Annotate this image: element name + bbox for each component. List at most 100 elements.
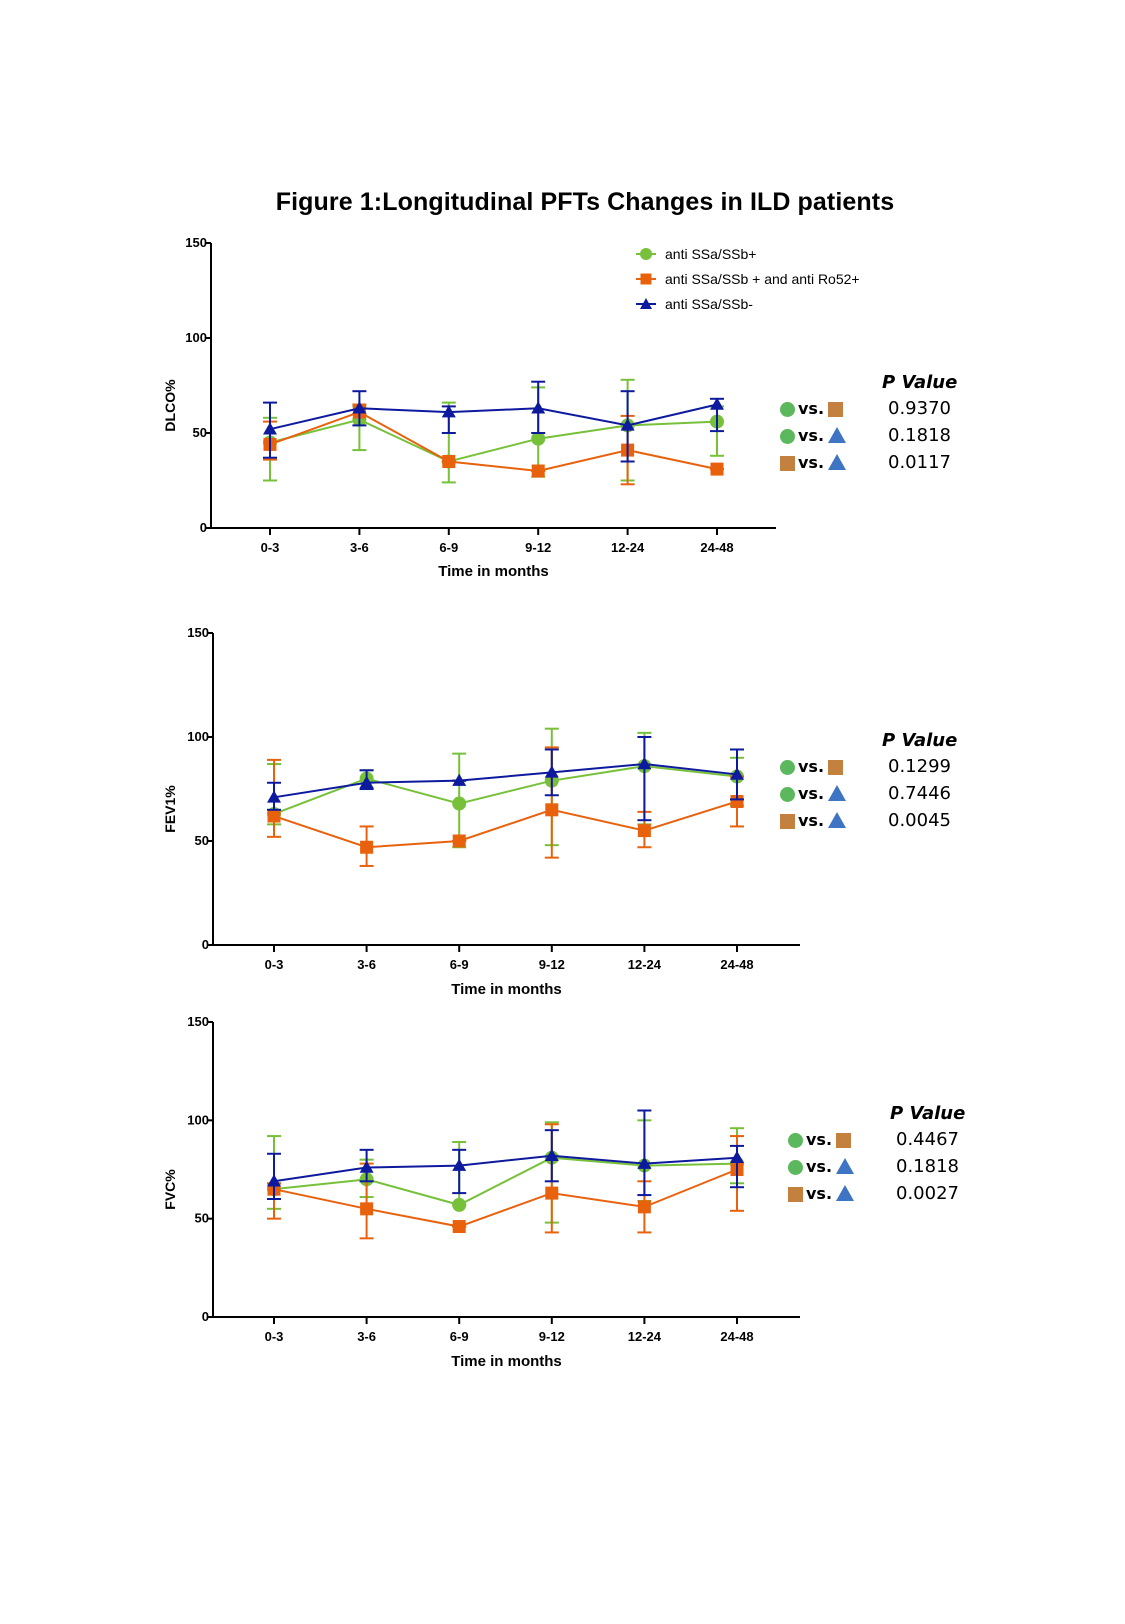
data-point xyxy=(730,767,744,780)
vs-label: vs. xyxy=(806,1130,833,1149)
x-tick-label: 24-48 xyxy=(700,540,733,555)
data-point xyxy=(359,1160,374,1173)
data-point xyxy=(267,1174,281,1187)
legend-marker-triangle xyxy=(640,298,652,309)
series-square xyxy=(267,746,744,867)
series-line xyxy=(269,403,718,431)
data-point xyxy=(710,397,724,410)
y-axis-title: FEV1% xyxy=(162,785,178,833)
y-tick-label: 50 xyxy=(193,425,207,440)
data-point xyxy=(544,765,559,778)
x-tick-label: 9-12 xyxy=(539,1329,565,1344)
series-line xyxy=(273,1168,738,1228)
x-tick-label: 3-6 xyxy=(357,957,376,972)
vs-label: vs. xyxy=(806,1184,833,1203)
y-tick-label: 0 xyxy=(202,1309,209,1324)
data-point xyxy=(441,405,456,418)
vs-label: vs. xyxy=(806,1157,833,1176)
data-point xyxy=(730,794,744,808)
data-point xyxy=(637,757,652,770)
pvalue-value: 0.7446 xyxy=(888,783,951,804)
vs-label: vs. xyxy=(798,453,825,472)
x-tick-label: 24-48 xyxy=(720,1329,753,1344)
legend-marker-square xyxy=(640,273,652,285)
legend-label: anti SSa/SSb- xyxy=(665,296,753,312)
square-symbol xyxy=(788,1187,803,1202)
triangle-symbol xyxy=(836,1185,854,1201)
data-point xyxy=(531,401,546,414)
series-square xyxy=(263,403,724,486)
y-axis-title: FVC% xyxy=(162,1169,178,1210)
y-tick-label: 150 xyxy=(187,625,209,640)
circle-symbol xyxy=(780,760,795,775)
series-line xyxy=(273,763,738,799)
triangle-symbol xyxy=(828,454,846,470)
data-point xyxy=(637,1156,652,1169)
data-point xyxy=(620,418,635,431)
square-symbol xyxy=(780,456,795,471)
x-axis-title: Time in months xyxy=(451,1353,562,1370)
x-tick-label: 24-48 xyxy=(720,957,753,972)
y-tick-label: 0 xyxy=(200,520,207,535)
series-triangle xyxy=(263,380,724,463)
figure-title: Figure 1:Longitudinal PFTs Changes in IL… xyxy=(275,188,895,216)
vs-label: vs. xyxy=(798,426,825,445)
circle-symbol xyxy=(788,1133,803,1148)
data-point xyxy=(637,1200,651,1214)
x-axis-title: Time in months xyxy=(438,563,549,580)
data-point xyxy=(442,455,456,468)
legend-label: anti SSa/SSb + and anti Ro52+ xyxy=(665,271,860,287)
pvalue-title: P Value xyxy=(882,730,958,751)
x-tick-label: 9-12 xyxy=(539,957,565,972)
circle-symbol xyxy=(788,1160,803,1175)
y-tick-label: 100 xyxy=(185,330,207,345)
pvalue-title: P Value xyxy=(882,372,958,393)
y-tick-label: 150 xyxy=(187,1014,209,1029)
data-point xyxy=(267,809,281,823)
x-tick-label: 0-3 xyxy=(265,1329,284,1344)
x-tick-label: 12-24 xyxy=(628,957,662,972)
data-point xyxy=(452,1220,466,1234)
series-line xyxy=(273,1156,738,1206)
data-point xyxy=(452,1197,467,1212)
x-tick-label: 0-3 xyxy=(261,540,280,555)
legend-marker-circle xyxy=(640,248,652,260)
y-tick-label: 100 xyxy=(187,1112,209,1127)
circle-symbol xyxy=(780,787,795,802)
x-axis-title: Time in months xyxy=(451,981,562,998)
y-axis-title: DLCO% xyxy=(162,379,178,432)
data-point xyxy=(545,1186,559,1200)
pvalue-value: 0.0027 xyxy=(896,1183,959,1204)
data-point xyxy=(452,773,467,786)
data-point xyxy=(531,464,545,478)
legend-label: anti SSa/SSb+ xyxy=(665,246,756,262)
vs-label: vs. xyxy=(798,784,825,803)
data-point xyxy=(710,462,724,476)
pvalue-value: 0.1818 xyxy=(896,1156,959,1177)
y-tick-label: 50 xyxy=(195,1211,209,1226)
data-point xyxy=(360,840,374,854)
square-symbol xyxy=(836,1133,851,1148)
vs-label: vs. xyxy=(798,811,825,830)
series-line xyxy=(273,800,738,849)
x-tick-label: 12-24 xyxy=(628,1329,662,1344)
circle-symbol xyxy=(780,429,795,444)
y-tick-label: 100 xyxy=(187,729,209,744)
circle-symbol xyxy=(780,402,795,417)
triangle-symbol xyxy=(836,1158,854,1174)
series-triangle xyxy=(267,1109,744,1200)
series-triangle xyxy=(267,736,744,822)
data-point xyxy=(545,803,559,817)
legend: anti SSa/SSb+ anti SSa/SSb + and anti Ro5… xyxy=(636,246,860,312)
data-point xyxy=(352,401,367,414)
triangle-symbol xyxy=(828,427,846,443)
series-line xyxy=(269,418,718,463)
data-point xyxy=(452,1158,467,1171)
x-tick-label: 9-12 xyxy=(525,540,551,555)
data-point xyxy=(544,1148,559,1161)
triangle-symbol xyxy=(828,785,846,801)
x-tick-label: 3-6 xyxy=(357,1329,376,1344)
